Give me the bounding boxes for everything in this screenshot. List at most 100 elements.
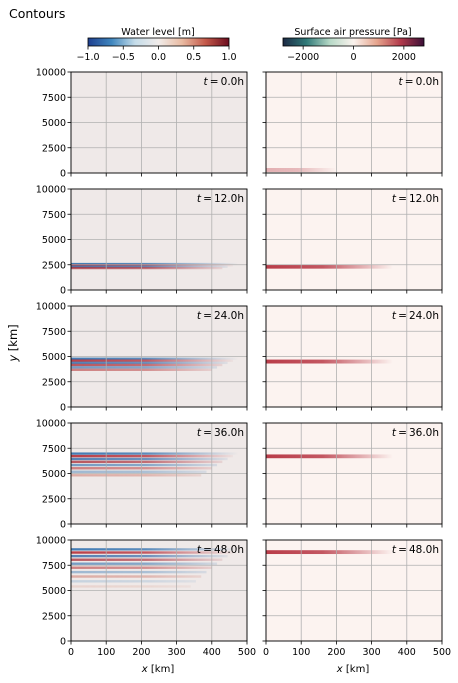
y-tick-label: 0 [60,520,66,531]
water-stripe [71,452,239,455]
y-tick-label: 2500 [42,260,66,271]
y-tick-label: 5000 [42,235,66,246]
water-stripe [71,265,228,268]
panel-frame [265,71,443,174]
panel-frame [265,422,443,525]
time-label: t = 24.0h [197,310,244,322]
y-tick-label: 0 [60,169,66,180]
water-panel-0: 0 2500 5000 7500 10000 t = 0.0h [36,68,248,180]
y-tick-label: 2500 [42,494,66,505]
colorbar-tick-label: 2000 [392,52,416,63]
panel-frame [70,188,248,291]
x-tick-label: 300 [363,647,381,658]
water-stripe [71,548,239,551]
pressure-front [266,550,393,555]
water-stripe [71,262,239,266]
water-colorbar-label: Water level [m] [121,27,194,38]
panel-frame [70,422,248,525]
x-tick-label: 400 [203,647,221,658]
pressure-front [266,264,393,269]
water-stripe [71,357,239,360]
panel-frame [70,305,248,408]
x-tick-label: 100 [292,647,310,658]
time-label: t = 48.0h [197,544,244,556]
pressure-front [266,454,393,459]
water-panel-2: 0 2500 5000 7500 10000 t = 24.0h [36,302,248,414]
x-tick-label: 500 [433,647,451,658]
pressure-colorbar-gradient [282,37,425,47]
time-label: t = 36.0h [392,427,439,439]
pressure-panel-2: t = 24.0h [262,305,443,411]
x-tick-label: 200 [132,647,150,658]
water-stripe [71,474,202,477]
water-stripe [71,580,196,583]
figure-title: Contours [9,6,65,21]
water-colorbar-gradient [87,37,230,47]
water-stripe [71,366,218,369]
colorbar-tick-label: −2000 [287,52,319,63]
pressure-panel-3: t = 36.0h [262,422,443,528]
water-stripe [71,585,191,588]
water-stripe [71,457,228,461]
y-tick-label: 2500 [42,143,66,154]
x-tick-label: 200 [327,647,345,658]
pressure-colorbar: Surface air pressure [Pa] −2000 0 2000 [282,27,425,63]
y-tick-label: 7500 [42,327,66,338]
pressure-front-stripe [266,264,393,269]
pressure-front [266,359,393,364]
water-panel-3: 0 2500 5000 7500 10000 t = 36.0h [36,419,248,531]
water-stripe [71,562,218,565]
pressure-front-stripe [266,454,393,459]
y-tick-label: 10000 [36,185,66,196]
pressure-panel-4: 0 100 200 300 400 500 t = 48.0h [262,539,451,658]
x-axis-label-right: x [km] [336,664,370,675]
y-tick-label: 5000 [42,352,66,363]
pressure-panel-0: t = 0.0h [262,71,443,177]
x-tick-label: 500 [238,647,256,658]
water-stripe [71,558,223,561]
pressure-colorbar-label: Surface air pressure [Pa] [294,27,411,38]
water-stripe [71,570,207,574]
water-stripe [71,470,207,473]
y-tick-label: 2500 [42,611,66,622]
water-stripe [71,264,233,267]
y-tick-label: 10000 [36,536,66,547]
y-tick-label: 7500 [42,93,66,104]
panel-frame [265,188,443,291]
x-tick-label: 0 [263,647,269,658]
panel-frame [70,539,248,642]
x-tick-label: 400 [398,647,416,658]
time-label: t = 36.0h [197,427,244,439]
y-tick-label: 5000 [42,118,66,129]
time-label: t = 24.0h [392,310,439,322]
colorbar-tick-label: 0.0 [151,52,166,63]
panel-frame [265,539,443,642]
water-stripe [71,575,202,578]
colorbar-tick-label: 0 [350,52,356,63]
y-tick-label: 0 [60,637,66,648]
x-tick-label: 0 [68,647,74,658]
y-tick-label: 10000 [36,68,66,79]
y-tick-label: 7500 [42,561,66,572]
colorbar-tick-label: 0.5 [186,52,201,63]
water-stripe [71,359,233,362]
water-panel-1: 0 2500 5000 7500 10000 t = 12.0h [36,185,248,297]
pressure-front-stripe [266,359,393,364]
pressure-panel-1: t = 12.0h [262,188,443,294]
time-label: t = 12.0h [392,193,439,205]
water-wave-field [71,262,239,270]
x-axis-label-left: x [km] [141,664,175,675]
time-label: t = 0.0h [204,76,244,88]
water-colorbar-ticks: −1.0 −0.5 0.0 0.5 1.0 [76,46,237,63]
panel-frame [265,305,443,408]
water-stripe [71,554,228,558]
water-stripe [71,463,218,467]
water-stripe [71,460,223,464]
water-stripe [71,454,233,458]
pressure-front-stripe [266,550,393,555]
colorbar-tick-label: −1.0 [76,52,99,63]
colorbar-tick-label: −0.5 [112,52,135,63]
y-axis-label: y [km] [6,324,20,362]
